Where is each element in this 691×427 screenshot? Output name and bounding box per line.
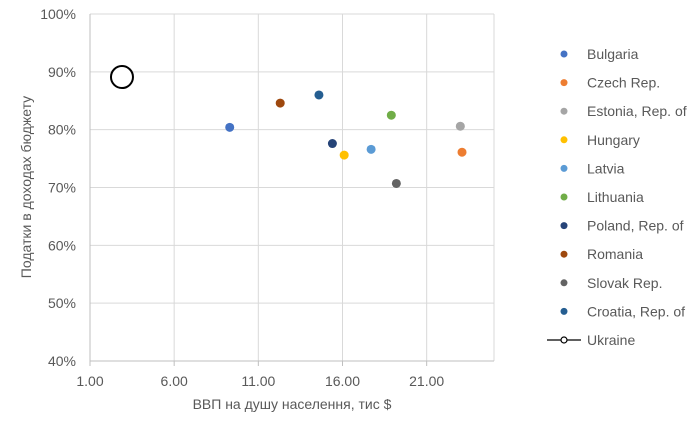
legend-marker: [560, 136, 568, 144]
legend-marker: [560, 79, 568, 87]
legend-label: Czech Rep.: [587, 75, 660, 91]
legend-marker: [560, 164, 568, 172]
data-point: [109, 65, 134, 90]
legend-label: Romania: [587, 246, 643, 262]
legend-marker: [560, 50, 568, 58]
legend-label: Bulgaria: [587, 46, 639, 62]
legend-label: Poland, Rep. of: [587, 218, 684, 234]
data-point: [457, 147, 467, 157]
x-tick-label: 1.00: [76, 373, 103, 389]
y-tick-label: 40%: [48, 353, 76, 369]
legend-marker: [560, 279, 568, 287]
data-points: [109, 65, 467, 188]
legend-label: Slovak Rep.: [587, 275, 662, 291]
legend-label: Latvia: [587, 160, 625, 176]
grid-lines: [90, 13, 495, 362]
axes: 40% 50% 60% 70% 80% 90% 100% 1.00 6.00 11.00 16.00…: [40, 6, 494, 389]
data-point: [327, 139, 337, 149]
data-point: [339, 150, 349, 160]
data-point: [366, 144, 376, 154]
data-point: [391, 178, 401, 188]
y-tick-label: 100%: [40, 6, 76, 22]
y-tick-label: 70%: [48, 180, 76, 196]
data-point: [314, 90, 324, 100]
legend-marker: [560, 307, 568, 315]
legend-marker: [560, 336, 568, 344]
data-point: [386, 110, 396, 120]
legend-marker: [560, 193, 568, 201]
legend: Bulgaria Czech Rep. Estonia, Rep. of Hungar…: [547, 46, 687, 348]
x-tick-label: 11.00: [241, 373, 275, 389]
legend-label: Hungary: [587, 132, 640, 148]
y-axis-title: Податки в доходах бюджету: [18, 96, 34, 278]
y-tick-label: 60%: [48, 237, 76, 253]
x-tick-label: 16.00: [325, 373, 360, 389]
legend-marker: [560, 250, 568, 258]
data-point: [275, 98, 285, 108]
legend-label: Lithuania: [587, 189, 644, 205]
data-point: [225, 122, 235, 132]
y-tick-label: 90%: [48, 64, 76, 80]
legend-label: Ukraine: [587, 332, 635, 348]
x-axis-title: ВВП на душу населення, тис $: [193, 396, 392, 412]
legend-label: Estonia, Rep. of: [587, 103, 687, 119]
legend-marker: [560, 222, 568, 230]
x-tick-label: 21.00: [409, 373, 444, 389]
x-tick-label: 6.00: [161, 373, 188, 389]
y-tick-label: 80%: [48, 122, 76, 138]
legend-label: Croatia, Rep. of: [587, 303, 685, 319]
y-tick-label: 50%: [48, 295, 76, 311]
legend-marker: [560, 107, 568, 115]
data-point: [455, 121, 465, 131]
